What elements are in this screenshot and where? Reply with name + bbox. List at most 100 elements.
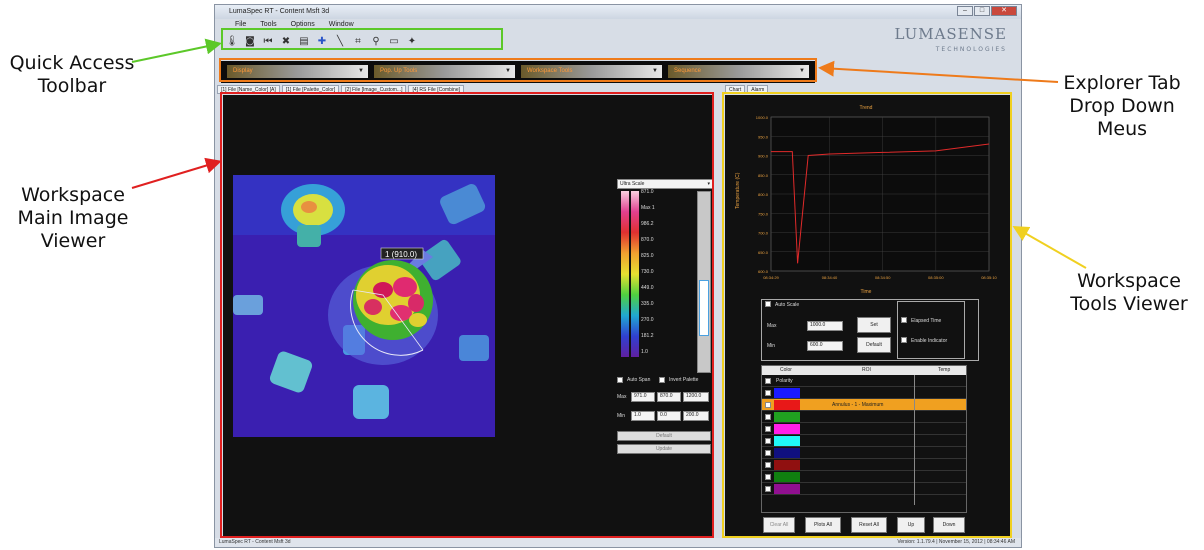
menu-file[interactable]: File: [235, 21, 247, 28]
color-swatch: [774, 484, 800, 494]
max-input-3[interactable]: 1200.0: [683, 392, 709, 402]
thermometer-icon[interactable]: 🌡: [225, 36, 239, 47]
table-row[interactable]: [762, 411, 966, 423]
max-input-1[interactable]: 971.0: [631, 392, 655, 402]
callout-quick-access: Quick Access Toolbar: [9, 52, 135, 97]
table-row[interactable]: [762, 459, 966, 471]
y-tick-label: 650.0: [758, 250, 769, 255]
arrow-tools-viewer: [1012, 226, 1087, 269]
dropdown-workspace-tools[interactable]: Workspace Tools ▼: [521, 65, 662, 78]
y-tick-label: 700.0: [758, 231, 769, 236]
row-checkbox[interactable]: [765, 390, 771, 396]
default-button[interactable]: Default: [617, 431, 711, 441]
auto-span-label: Auto Span: [627, 377, 651, 383]
row-checkbox[interactable]: [765, 438, 771, 444]
table-row-active[interactable]: Annulus - 1 - Maximum: [762, 399, 966, 411]
invert-palette-label: Invert Palette: [669, 377, 699, 383]
menu-tools[interactable]: Tools: [260, 21, 277, 28]
tools-min-label: Min: [767, 343, 776, 349]
row-checkbox[interactable]: [765, 414, 771, 420]
color-swatch: [774, 388, 800, 398]
table-row[interactable]: Polarity: [762, 375, 966, 387]
x-tick-label: 08:34:29: [763, 275, 779, 280]
trend-series-line: [771, 143, 990, 264]
set-button[interactable]: Set: [857, 317, 891, 333]
maximize-button[interactable]: □: [974, 6, 990, 16]
auto-span-checkbox[interactable]: [617, 377, 623, 383]
invert-palette-checkbox[interactable]: [659, 377, 665, 383]
reset-all-button[interactable]: Reset All: [851, 517, 887, 533]
table-row[interactable]: [762, 423, 966, 435]
table-row[interactable]: [762, 387, 966, 399]
y-axis-label: Temperature (C): [735, 172, 741, 209]
dropdown-display[interactable]: Display ▼: [227, 65, 368, 78]
auto-scale-checkbox[interactable]: [765, 301, 771, 307]
x-tick-label: 08:35:00: [928, 275, 944, 280]
row-checkbox[interactable]: [765, 462, 771, 468]
window-title: LumaSpec RT - Content Msft 3d: [229, 8, 330, 15]
spot-label: 1 (910.0): [385, 250, 417, 259]
row-checkbox[interactable]: [765, 426, 771, 432]
enable-indicator-label: Enable Indicator: [911, 338, 948, 344]
line-icon[interactable]: ╲: [336, 36, 344, 47]
row-checkbox[interactable]: [765, 378, 771, 384]
tools-min-input[interactable]: 600.0: [807, 341, 843, 351]
callout-workspace-tools: Workspace Tools Viewer: [1070, 270, 1188, 315]
quick-access-toolbar: 🌡 ◙ ⏮ ✖ ▤ ✚ ╲ ⌗ ⚲ ▭ ✦: [221, 31, 419, 53]
update-button[interactable]: Update: [617, 444, 711, 454]
row-checkbox[interactable]: [765, 402, 771, 408]
explorer-highlight: [219, 58, 817, 82]
x-axis-label: Time: [861, 289, 872, 295]
min-label: Min: [617, 413, 626, 419]
menu-options[interactable]: Options: [290, 21, 315, 28]
roi-table: Color ROI Temp Polarity Annulus - 1 - Ma…: [761, 365, 967, 513]
status-left: LumaSpec RT - Content Msft 3d: [219, 539, 291, 545]
min-input-2[interactable]: 0.0: [657, 411, 681, 421]
color-scale-bar: [621, 191, 629, 357]
thermal-image[interactable]: 1 (910.0): [233, 175, 495, 437]
stop-icon[interactable]: ✖: [281, 36, 291, 47]
tools-max-input[interactable]: 1000.0: [807, 321, 843, 331]
dropdown-popup-tools[interactable]: Pop. Up Tools ▼: [374, 65, 515, 78]
crosshair-icon[interactable]: ✚: [317, 36, 327, 47]
max-input-2[interactable]: 870.0: [657, 392, 681, 402]
table-row[interactable]: [762, 483, 966, 495]
color-swatch: [774, 472, 800, 482]
chart-title: Trend: [860, 105, 873, 111]
dropdown-sequence[interactable]: Sequence ▼: [668, 65, 809, 78]
table-row[interactable]: [762, 435, 966, 447]
min-input-1[interactable]: 1.0: [631, 411, 655, 421]
x-tick-label: 08:35:10: [981, 275, 997, 280]
camera-icon[interactable]: ◙: [245, 36, 255, 47]
down-button[interactable]: Down: [933, 517, 965, 533]
callout-explorer: Explorer Tab Drop Down Meus: [1063, 72, 1181, 140]
row-checkbox[interactable]: [765, 474, 771, 480]
plots-all-button[interactable]: Plots All: [805, 517, 841, 533]
min-input-3[interactable]: 200.0: [683, 411, 709, 421]
record-icon[interactable]: ⚲: [372, 36, 380, 47]
active-roi-label: Annulus - 1 - Maximum: [832, 402, 884, 408]
tools-default-button[interactable]: Default: [857, 337, 891, 353]
save-icon[interactable]: ▤: [299, 36, 309, 47]
pin-icon[interactable]: ✦: [407, 36, 417, 47]
tools-max-label: Max: [767, 323, 777, 329]
enable-indicator-checkbox[interactable]: [901, 337, 907, 343]
tools-viewer: Trend Temperature (C) Time 1000.0 950.0 90…: [725, 95, 1011, 537]
zoom-icon[interactable]: ⌗: [355, 36, 361, 47]
row-checkbox[interactable]: [765, 486, 771, 492]
explorer-bar: Display ▼ Pop. Up Tools ▼ Workspace Tools ▼…: [221, 61, 815, 83]
monitor-icon[interactable]: ▭: [389, 36, 399, 47]
menu-window[interactable]: Window: [328, 21, 354, 28]
scale-slider[interactable]: [697, 191, 711, 373]
elapsed-time-label: Elapsed Time: [911, 318, 942, 324]
clear-all-button[interactable]: Clear All: [763, 517, 795, 533]
up-button[interactable]: Up: [897, 517, 925, 533]
close-button[interactable]: ✕: [991, 6, 1017, 16]
y-tick-label: 950.0: [758, 134, 769, 139]
minimize-button[interactable]: –: [957, 6, 973, 16]
row-checkbox[interactable]: [765, 450, 771, 456]
rewind-icon[interactable]: ⏮: [263, 36, 273, 47]
table-row[interactable]: [762, 447, 966, 459]
table-row[interactable]: [762, 471, 966, 483]
elapsed-time-checkbox[interactable]: [901, 317, 907, 323]
